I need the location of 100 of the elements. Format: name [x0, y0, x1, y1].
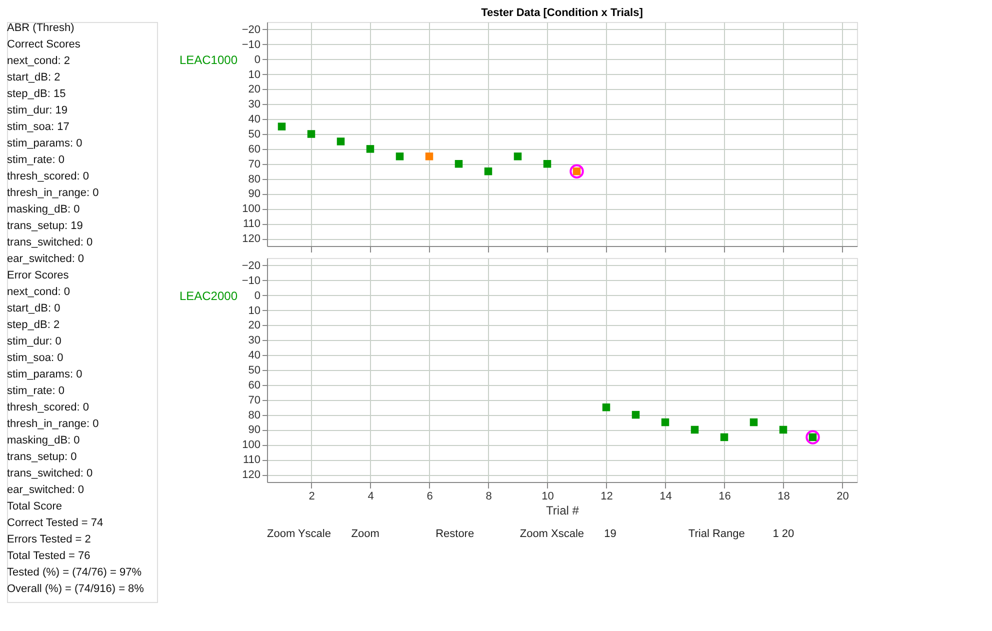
text: trans_switched: 0 — [7, 236, 93, 248]
x-tick-label: 18 — [778, 490, 790, 502]
y-tick-label: 10 — [248, 68, 260, 81]
point — [690, 426, 699, 434]
y-axis-title: LEAC2000 — [179, 288, 238, 303]
y-tick-label: 100 — [242, 203, 260, 216]
text: masking_dB: 0 — [7, 434, 80, 446]
y-tick-label: 120 — [242, 469, 260, 482]
x-tick-label: 16 — [718, 490, 731, 502]
y-tick-label: 0 — [254, 54, 260, 66]
text: thresh_scored: 0 — [7, 170, 89, 182]
y-tick-label: 70 — [248, 394, 260, 406]
point — [336, 138, 345, 146]
point — [720, 433, 728, 442]
text: start_dB: 0 — [7, 302, 60, 314]
point — [366, 145, 374, 153]
text: stim_soa: 0 — [7, 352, 64, 364]
y-tick-label: 90 — [248, 424, 260, 436]
text: Overall (%) = (74/916) = 8% — [7, 583, 144, 595]
point — [307, 130, 316, 138]
text: next_cond: 2 — [7, 55, 70, 67]
text: Total Score — [7, 500, 62, 512]
point — [484, 167, 492, 176]
point — [278, 122, 286, 130]
point — [454, 160, 463, 168]
text: Correct Tested = 74 — [7, 517, 104, 529]
text: Zoom Xscale — [520, 528, 584, 540]
text: Total Tested = 76 — [7, 550, 90, 562]
point — [632, 410, 640, 419]
point — [750, 418, 758, 426]
y-axis-title: LEAC1000 — [179, 52, 238, 67]
point — [602, 403, 610, 412]
text: Errors Tested = 2 — [7, 534, 91, 546]
text: thresh_scored: 0 — [7, 402, 89, 414]
y-tick-label: 40 — [248, 114, 260, 126]
y-tick-label: −10 — [242, 38, 260, 51]
text: stim_params: 0 — [7, 368, 82, 380]
text: thresh_in_range: 0 — [7, 418, 99, 430]
y-tick-label: 10 — [248, 304, 260, 317]
text: trans_setup: 0 — [7, 451, 77, 463]
text: Trial Range — [688, 528, 745, 540]
text: thresh_in_range: 0 — [7, 187, 99, 199]
y-tick-label: 20 — [248, 84, 260, 96]
y-tick-label: 40 — [248, 350, 260, 362]
text: ear_switched: 0 — [7, 484, 84, 496]
text: stim_soa: 17 — [7, 121, 70, 133]
text: masking_dB: 0 — [7, 204, 80, 216]
text: stim_params: 0 — [7, 138, 82, 150]
text: Error Scores — [7, 270, 70, 282]
chart-title: Tester Data [Condition x Trials] — [481, 7, 644, 19]
x-axis-title: Trial # — [546, 504, 580, 518]
y-tick-label: −20 — [242, 260, 260, 272]
y-tick-label: −20 — [242, 24, 260, 36]
point — [779, 426, 788, 434]
y-tick-label: 110 — [242, 218, 260, 230]
x-tick-label: 8 — [486, 490, 492, 502]
text: step_dB: 15 — [7, 88, 66, 100]
text: next_cond: 0 — [7, 286, 70, 298]
y-tick-label: 50 — [248, 128, 260, 140]
text: trans_setup: 19 — [7, 220, 83, 232]
y-tick-label: 30 — [248, 98, 260, 111]
y-tick-label: 70 — [248, 158, 260, 170]
x-tick-label: 4 — [368, 490, 374, 502]
x-tick-label: 12 — [600, 490, 613, 502]
x-tick-label: 10 — [542, 490, 554, 502]
x-tick-label: 6 — [426, 490, 433, 502]
y-tick-label: 90 — [248, 188, 260, 200]
text: start_dB: 2 — [7, 72, 60, 84]
text: Restore — [436, 528, 474, 540]
text: step_dB: 2 — [7, 319, 60, 331]
text: stim_rate: 0 — [7, 385, 64, 397]
text: stim_rate: 0 — [7, 154, 64, 166]
text: 1 20 — [772, 528, 794, 540]
text: ear_switched: 0 — [7, 253, 84, 265]
point — [396, 152, 404, 160]
point — [543, 160, 552, 168]
text: 19 — [604, 528, 616, 540]
y-tick-label: 20 — [248, 320, 260, 332]
point — [806, 430, 820, 444]
text: Correct Scores — [7, 38, 81, 50]
y-tick-label: 60 — [248, 143, 260, 156]
y-tick-label: 80 — [248, 409, 260, 422]
text: Zoom — [351, 528, 380, 540]
x-tick-label: 14 — [660, 490, 672, 502]
point — [570, 164, 584, 178]
y-tick-label: 60 — [248, 379, 260, 392]
text: ABR (Thresh) — [7, 22, 74, 34]
point — [425, 152, 434, 160]
x-tick-label: 20 — [836, 490, 849, 502]
point — [514, 152, 522, 160]
y-tick-label: 110 — [242, 454, 260, 466]
text: stim_dur: 0 — [7, 336, 62, 348]
point — [661, 418, 670, 426]
text: stim_dur: 19 — [7, 104, 68, 116]
y-tick-label: 0 — [254, 290, 260, 302]
text: Zoom Yscale — [267, 528, 331, 540]
y-tick-label: 80 — [248, 173, 260, 186]
text: Tested (%) = (74/76) = 97% — [7, 566, 142, 578]
x-tick-label: 2 — [308, 490, 315, 502]
text: trans_switched: 0 — [7, 468, 93, 480]
